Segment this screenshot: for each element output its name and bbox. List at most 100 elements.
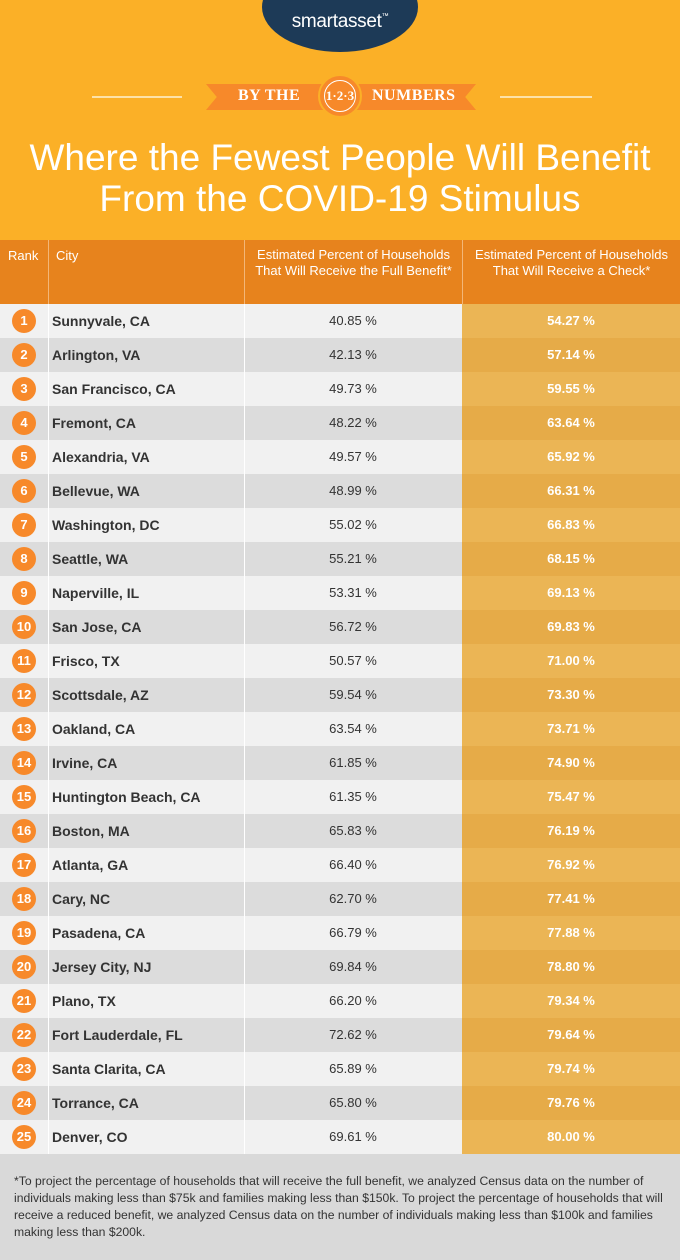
row-highlight-background (462, 304, 680, 338)
row-background (0, 338, 462, 372)
city-name: Pasadena, CA (52, 925, 146, 941)
column-divider (48, 814, 49, 848)
rank-badge: 18 (12, 887, 36, 911)
city-name: Seattle, WA (52, 551, 129, 567)
rank-badge: 3 (12, 377, 36, 401)
table-row: 17 Atlanta, GA 66.40 % 76.92 % (0, 848, 680, 882)
rank-badge: 9 (12, 581, 36, 605)
table-header: Rank City Estimated Percent of Household… (0, 240, 680, 304)
rank-badge: 6 (12, 479, 36, 503)
column-divider (244, 916, 245, 950)
table-row: 2 Arlington, VA 42.13 % 57.14 % (0, 338, 680, 372)
column-divider (244, 440, 245, 474)
column-divider (244, 474, 245, 508)
check-percent: 65.92 % (547, 449, 595, 464)
city-name: Scottsdale, AZ (52, 687, 149, 703)
full-benefit-percent: 61.85 % (329, 755, 377, 770)
check-percent: 79.34 % (547, 993, 595, 1008)
column-divider (48, 610, 49, 644)
table-row: 20 Jersey City, NJ 69.84 % 78.80 % (0, 950, 680, 984)
full-benefit-percent: 69.61 % (329, 1129, 377, 1144)
column-divider (244, 712, 245, 746)
column-divider (244, 1018, 245, 1052)
row-highlight-background (462, 372, 680, 406)
row-highlight-background (462, 474, 680, 508)
city-name: Sunnyvale, CA (52, 313, 151, 329)
column-divider (244, 304, 245, 338)
row-highlight-background (462, 338, 680, 372)
column-divider (244, 780, 245, 814)
full-benefit-percent: 63.54 % (329, 721, 377, 736)
table-row: 18 Cary, NC 62.70 % 77.41 % (0, 882, 680, 916)
row-background (0, 474, 462, 508)
row-highlight-background (462, 1052, 680, 1086)
full-benefit-percent: 61.35 % (329, 789, 377, 804)
column-divider (48, 576, 49, 610)
rank-badge: 23 (12, 1057, 36, 1081)
title-line-1: Where the Fewest People Will Benefit (29, 137, 651, 178)
row-background (0, 882, 462, 916)
check-percent: 79.76 % (547, 1095, 595, 1110)
rank-badge: 10 (12, 615, 36, 639)
table-row: 15 Huntington Beach, CA 61.35 % 75.47 % (0, 780, 680, 814)
row-background (0, 746, 462, 780)
row-highlight-background (462, 576, 680, 610)
check-percent: 74.90 % (547, 755, 595, 770)
column-divider (244, 882, 245, 916)
column-divider (244, 1052, 245, 1086)
city-name: Alexandria, VA (52, 449, 150, 465)
column-divider (48, 440, 49, 474)
check-percent: 63.64 % (547, 415, 595, 430)
column-divider (48, 644, 49, 678)
full-benefit-percent: 62.70 % (329, 891, 377, 906)
column-divider (48, 1086, 49, 1120)
row-background (0, 406, 462, 440)
rank-badge: 21 (12, 989, 36, 1013)
column-divider (48, 372, 49, 406)
full-benefit-percent: 49.57 % (329, 449, 377, 464)
rank-badge: 1 (12, 309, 36, 333)
banner-left-text: BY THE (238, 87, 301, 104)
row-background (0, 372, 462, 406)
row-background (0, 610, 462, 644)
full-benefit-percent: 50.57 % (329, 653, 377, 668)
column-divider (244, 372, 245, 406)
full-benefit-percent: 53.31 % (329, 585, 377, 600)
row-background (0, 440, 462, 474)
row-background (0, 814, 462, 848)
check-percent: 79.74 % (547, 1061, 595, 1076)
check-percent: 76.92 % (547, 857, 595, 872)
table-body: 1 Sunnyvale, CA 40.85 % 54.27 % 2 Arlington, … (0, 304, 680, 1154)
rank-badge: 12 (12, 683, 36, 707)
city-name: Boston, MA (52, 823, 130, 839)
column-divider (244, 1086, 245, 1120)
check-percent: 77.88 % (547, 925, 595, 940)
row-background (0, 508, 462, 542)
table-row: 22 Fort Lauderdale, FL 72.62 % 79.64 % (0, 1018, 680, 1052)
check-percent: 57.14 % (547, 347, 595, 362)
column-divider (48, 882, 49, 916)
city-name: Irvine, CA (52, 755, 118, 771)
city-name: Naperville, IL (52, 585, 140, 601)
city-name: Bellevue, WA (52, 483, 140, 499)
full-benefit-percent: 56.72 % (329, 619, 377, 634)
full-benefit-percent: 59.54 % (329, 687, 377, 702)
city-name: Cary, NC (52, 891, 111, 907)
rank-badge: 4 (12, 411, 36, 435)
column-divider (244, 542, 245, 576)
rank-badge: 5 (12, 445, 36, 469)
row-highlight-background (462, 644, 680, 678)
check-percent: 80.00 % (547, 1129, 595, 1144)
full-benefit-percent: 65.83 % (329, 823, 377, 838)
check-percent: 68.15 % (547, 551, 595, 566)
column-divider (244, 1120, 245, 1154)
rank-badge: 11 (12, 649, 36, 673)
full-benefit-percent: 48.99 % (329, 483, 377, 498)
check-percent: 73.30 % (547, 687, 595, 702)
rank-badge: 22 (12, 1023, 36, 1047)
column-divider (48, 338, 49, 372)
full-benefit-percent: 40.85 % (329, 313, 377, 328)
check-percent: 76.19 % (547, 823, 595, 838)
table-row: 10 San Jose, CA 56.72 % 69.83 % (0, 610, 680, 644)
